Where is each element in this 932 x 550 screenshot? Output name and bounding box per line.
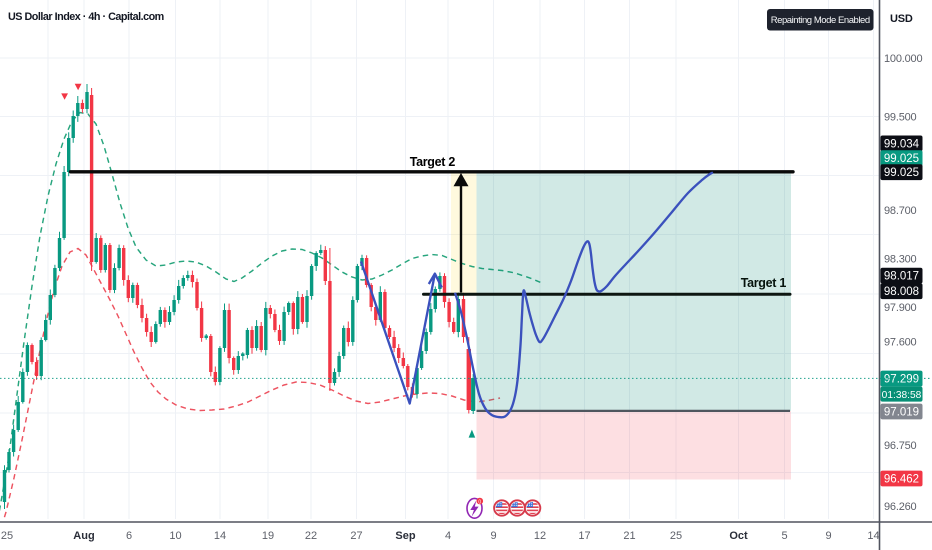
svg-text:12: 12 [534, 530, 546, 542]
svg-text:96.750: 96.750 [884, 440, 917, 452]
svg-text:22: 22 [305, 530, 317, 542]
svg-text:25: 25 [1, 530, 13, 542]
svg-text:99.025: 99.025 [884, 167, 919, 179]
svg-text:US Dollar Index · 4h · Capital: US Dollar Index · 4h · Capital.com [8, 11, 164, 23]
svg-text:17: 17 [578, 530, 590, 542]
svg-text:21: 21 [623, 530, 635, 542]
svg-text:01:38:58: 01:38:58 [882, 390, 922, 401]
svg-text:97.299: 97.299 [884, 374, 919, 386]
svg-text:5: 5 [781, 530, 787, 542]
svg-text:0: 0 [478, 499, 481, 505]
svg-text:4: 4 [445, 530, 451, 542]
svg-text:25: 25 [670, 530, 682, 542]
svg-text:99.500: 99.500 [884, 112, 917, 124]
svg-text:99.025: 99.025 [884, 153, 919, 165]
svg-text:14: 14 [214, 530, 226, 542]
svg-text:Aug: Aug [73, 530, 94, 542]
svg-text:97.019: 97.019 [884, 407, 919, 419]
svg-text:98.008: 98.008 [884, 286, 919, 298]
svg-text:96.260: 96.260 [884, 501, 917, 513]
svg-text:27: 27 [350, 530, 362, 542]
svg-text:6: 6 [126, 530, 132, 542]
svg-text:99.034: 99.034 [884, 138, 920, 150]
svg-text:96.462: 96.462 [884, 474, 919, 486]
svg-text:USD: USD [890, 13, 913, 25]
svg-text:9: 9 [825, 530, 831, 542]
svg-text:Sep: Sep [395, 530, 415, 542]
svg-text:Target 1: Target 1 [741, 276, 787, 290]
svg-text:9: 9 [490, 530, 496, 542]
svg-text:98.017: 98.017 [884, 271, 919, 283]
svg-text:Repainting Mode Enabled: Repainting Mode Enabled [771, 15, 870, 26]
svg-text:10: 10 [169, 530, 181, 542]
svg-text:98.300: 98.300 [884, 254, 917, 266]
svg-text:Target 2: Target 2 [410, 155, 456, 169]
svg-text:97.600: 97.600 [884, 337, 917, 349]
svg-text:Oct: Oct [729, 530, 748, 542]
svg-text:98.700: 98.700 [884, 205, 917, 217]
svg-text:19: 19 [262, 530, 274, 542]
svg-text:14: 14 [867, 530, 879, 542]
svg-text:97.900: 97.900 [884, 302, 917, 314]
svg-text:100.000: 100.000 [884, 53, 922, 65]
